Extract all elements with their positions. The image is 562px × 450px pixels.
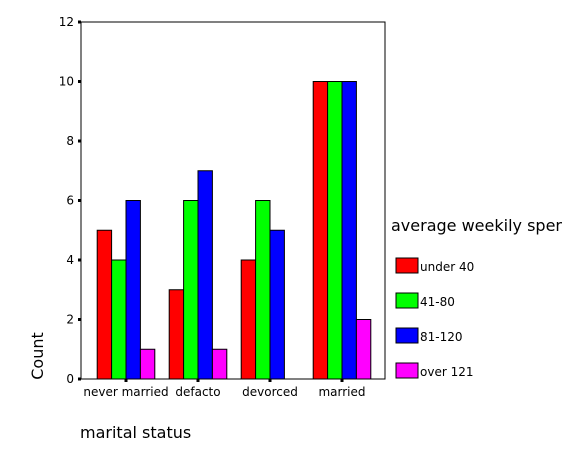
legend-label: 41-80 <box>420 295 455 309</box>
x-tick-label: devorced <box>242 385 298 399</box>
x-tick-label: defacto <box>175 385 220 399</box>
bar-0-3 <box>139 348 156 380</box>
bar-2-2 <box>269 229 285 380</box>
legend-title: average weekily spen <box>391 216 562 235</box>
y-tick-label: 12 <box>59 15 74 29</box>
y-tick-label: 4 <box>66 253 74 267</box>
legend-label: 81-120 <box>420 330 463 344</box>
y-tick-label: 2 <box>66 313 74 327</box>
y-axis: 0 2 4 6 8 10 12 <box>59 15 81 386</box>
y-tick-label: 6 <box>66 194 74 208</box>
legend-label: over 121 <box>420 365 473 379</box>
x-tick-label: never married <box>83 385 168 399</box>
legend: under 40 41-80 81-120 over 121 <box>395 257 474 379</box>
legend-swatch <box>395 362 419 379</box>
y-tick-label: 8 <box>66 134 74 148</box>
bar-0-0 <box>96 229 113 380</box>
x-axis-title: marital status <box>80 423 191 442</box>
y-axis-title: Count <box>28 332 47 380</box>
bar-0-1 <box>111 259 127 380</box>
bar-3-1 <box>327 81 343 380</box>
y-tick-label: 0 <box>66 372 74 386</box>
bars <box>96 81 372 380</box>
bar-1-3 <box>211 348 228 380</box>
bar-0-2 <box>125 200 141 380</box>
legend-swatch <box>395 327 419 344</box>
legend-swatch <box>395 257 419 274</box>
bar-3-3 <box>355 319 372 380</box>
y-tick-label: 10 <box>59 75 74 89</box>
bar-3-0 <box>312 81 329 380</box>
bar-1-0 <box>168 289 185 380</box>
legend-swatch <box>395 292 419 309</box>
x-tick-label: married <box>318 385 365 399</box>
x-axis: never married defacto devorced married <box>83 379 366 399</box>
bar-1-1 <box>183 200 199 380</box>
bar-2-0 <box>240 259 257 380</box>
legend-label: under 40 <box>420 260 474 274</box>
bar-1-2 <box>197 170 213 380</box>
bar-2-1 <box>255 200 271 380</box>
bar-3-2 <box>341 81 357 380</box>
